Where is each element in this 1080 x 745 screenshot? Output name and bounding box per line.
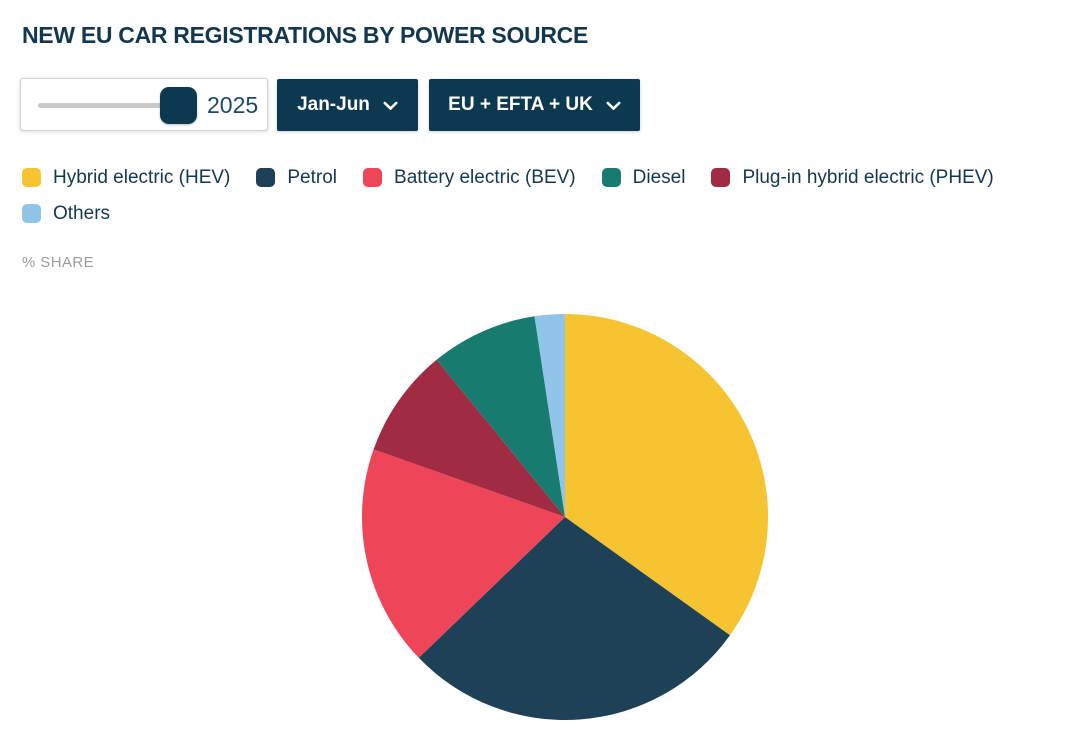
year-slider-value: 2025 [207, 92, 259, 118]
region-dropdown-label: EU + EFTA + UK [448, 94, 593, 115]
legend-item-bev[interactable]: Battery electric (BEV) [363, 166, 576, 189]
chevron-down-icon [383, 101, 398, 110]
legend-swatch-diesel [601, 168, 621, 187]
legend-label-others: Others [53, 203, 111, 224]
legend-swatch-petrol [256, 168, 276, 187]
pie-slice-phev[interactable] [373, 359, 565, 517]
legend-label-hev: Hybrid electric (HEV) [53, 167, 231, 188]
pie-slice-diesel[interactable] [436, 316, 565, 517]
pie-slice-hev[interactable] [565, 314, 768, 636]
legend-label-diesel: Diesel [632, 167, 686, 188]
legend-swatch-others [22, 204, 41, 223]
legend-label-petrol: Petrol [287, 167, 338, 188]
legend-item-phev[interactable]: Plug-in hybrid electric (PHEV) [711, 166, 994, 189]
legend-swatch-bev [363, 168, 383, 187]
legend-item-hev[interactable]: Hybrid electric (HEV) [22, 166, 230, 189]
legend-swatch-phev [711, 168, 731, 187]
legend-item-petrol[interactable]: Petrol [256, 166, 337, 189]
pie-chart [362, 314, 768, 720]
year-slider[interactable]: 2025 [20, 78, 268, 131]
pie-slice-bev[interactable] [362, 449, 565, 658]
legend-swatch-hev [22, 168, 41, 187]
year-slider-handle[interactable] [160, 87, 197, 124]
period-dropdown-label: Jan-Jun [297, 94, 370, 115]
chart-legend: Hybrid electric (HEV) Petrol Battery elect… [22, 166, 1068, 225]
legend-label-bev: Battery electric (BEV) [394, 167, 576, 188]
page-title: NEW EU CAR REGISTRATIONS BY POWER SOURCE [22, 22, 589, 48]
chevron-down-icon [606, 101, 621, 110]
legend-item-diesel[interactable]: Diesel [601, 166, 686, 189]
region-dropdown[interactable]: EU + EFTA + UK [429, 79, 640, 131]
period-dropdown[interactable]: Jan-Jun [277, 79, 418, 131]
share-axis-label: % SHARE [22, 254, 94, 271]
pie-slice-petrol[interactable] [418, 517, 730, 720]
legend-label-phev: Plug-in hybrid electric (PHEV) [742, 167, 994, 188]
year-slider-track[interactable] [38, 103, 197, 108]
pie-slice-others[interactable] [534, 314, 566, 517]
legend-item-others[interactable]: Others [22, 202, 110, 225]
